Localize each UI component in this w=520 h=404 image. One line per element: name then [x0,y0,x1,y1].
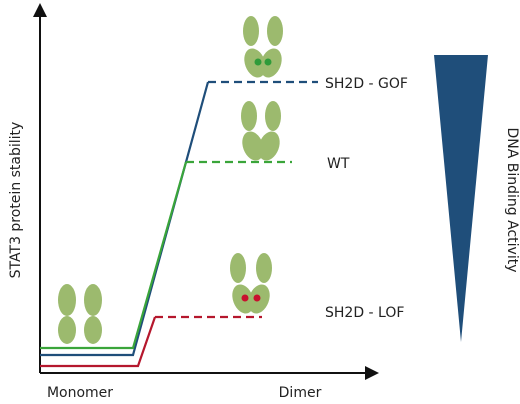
monomers [58,284,102,344]
dimer-wt [241,101,281,161]
wt-line [40,161,188,350]
y-axis-label: STAT3 protein stability [8,122,24,279]
dimer-lof [230,253,272,314]
line-label: SH2D - GOF [325,76,408,92]
dimer-gof [243,16,283,78]
lof-line [40,316,157,368]
x-end-label: Dimer [279,385,322,401]
x-start-label: Monomer [47,385,113,401]
line-label: WT [327,156,350,172]
activity-wedge [434,55,488,342]
activity-label: DNA Binding Activity [504,128,520,273]
line-label: SH2D - LOF [325,305,404,321]
